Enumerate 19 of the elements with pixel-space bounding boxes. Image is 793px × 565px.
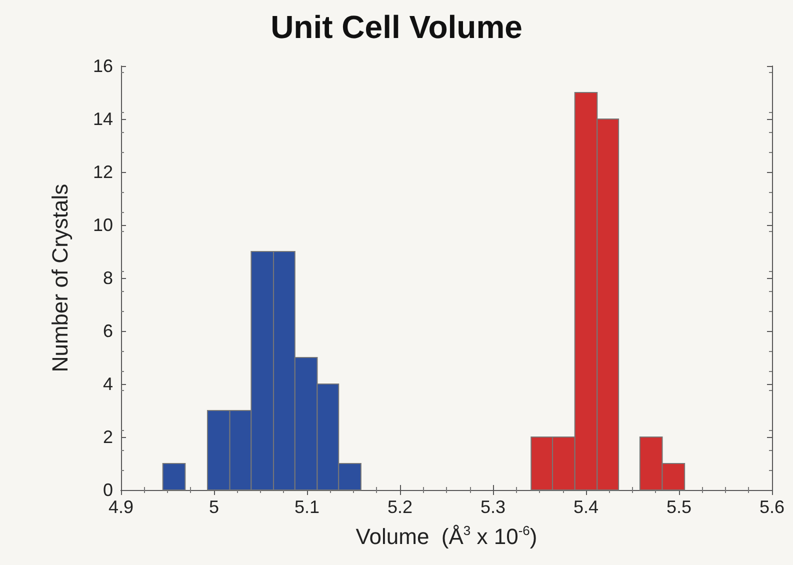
x-tick-label: 4.9 (108, 497, 134, 517)
y-tick-label: 2 (102, 427, 113, 447)
x-tick-label: 5.4 (573, 497, 599, 517)
y-tick-label: 0 (102, 480, 113, 500)
x-tick-label: 5.5 (666, 497, 692, 517)
x-tick-label: 5.6 (759, 497, 785, 517)
y-tick-label: 10 (92, 215, 113, 235)
x-tick-label: 5.1 (294, 497, 320, 517)
x-tick-label: 5 (208, 497, 220, 517)
y-axis-title: Number of Crystals (48, 184, 72, 372)
y-tick-label: 14 (92, 109, 113, 129)
y-tick-label: 4 (102, 374, 113, 394)
y-tick-label: 16 (92, 56, 113, 76)
y-tick-label: 12 (92, 162, 113, 182)
x-tick-label: 5.2 (387, 497, 413, 517)
chart-title: Unit Cell Volume (270, 9, 522, 45)
y-tick-label: 6 (102, 321, 113, 341)
x-tick-label: 5.3 (480, 497, 506, 517)
y-tick-label: 8 (102, 268, 113, 288)
